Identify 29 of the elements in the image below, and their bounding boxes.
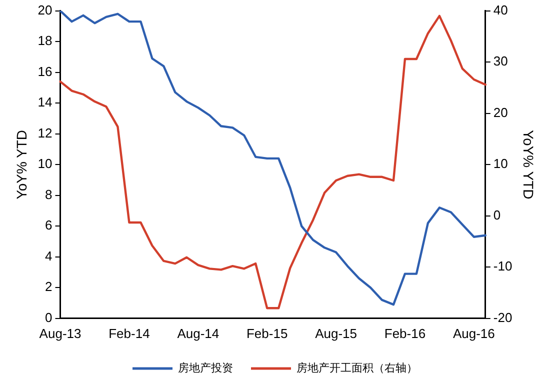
x-tick-label: Feb-14 — [108, 326, 150, 341]
y-tick-label: 6 — [45, 218, 52, 233]
x-tick-label: Feb-16 — [384, 326, 426, 341]
y2-tick-label: -20 — [493, 310, 512, 325]
y-tick-label: 18 — [38, 33, 52, 48]
y2-tick-label: 40 — [493, 2, 508, 18]
y-tick-label: 10 — [38, 156, 52, 172]
y2-tick-label: 10 — [493, 156, 508, 172]
y-tick-label: 2 — [45, 279, 52, 294]
x-tick-label: Aug-14 — [177, 326, 220, 341]
x-tick-label: Aug-13 — [39, 326, 82, 341]
y-tick-label: 14 — [38, 94, 52, 110]
y-tick-label: 16 — [38, 64, 52, 79]
legend-label: 房地产投资 — [178, 362, 233, 375]
legend-label: 房地产开工面积（右轴） — [296, 362, 418, 375]
y2-axis-title: YoY% YTD — [520, 130, 537, 200]
y-tick-label: 12 — [38, 125, 52, 140]
y-tick-label: 8 — [45, 186, 52, 202]
y-tick-label: 20 — [38, 2, 52, 18]
y2-tick-label: 0 — [493, 207, 501, 222]
y2-tick-label: 30 — [493, 54, 508, 69]
y-axis-title: YoY% YTD — [13, 130, 30, 200]
x-tick-label: Aug-16 — [452, 326, 495, 341]
y-tick-label: 4 — [45, 248, 52, 264]
y2-tick-label: 20 — [493, 104, 508, 120]
x-tick-label: Aug-15 — [315, 326, 357, 341]
y-tick-label: 0 — [45, 310, 52, 325]
y2-tick-label: -10 — [493, 258, 512, 274]
x-tick-label: Feb-15 — [246, 326, 288, 341]
